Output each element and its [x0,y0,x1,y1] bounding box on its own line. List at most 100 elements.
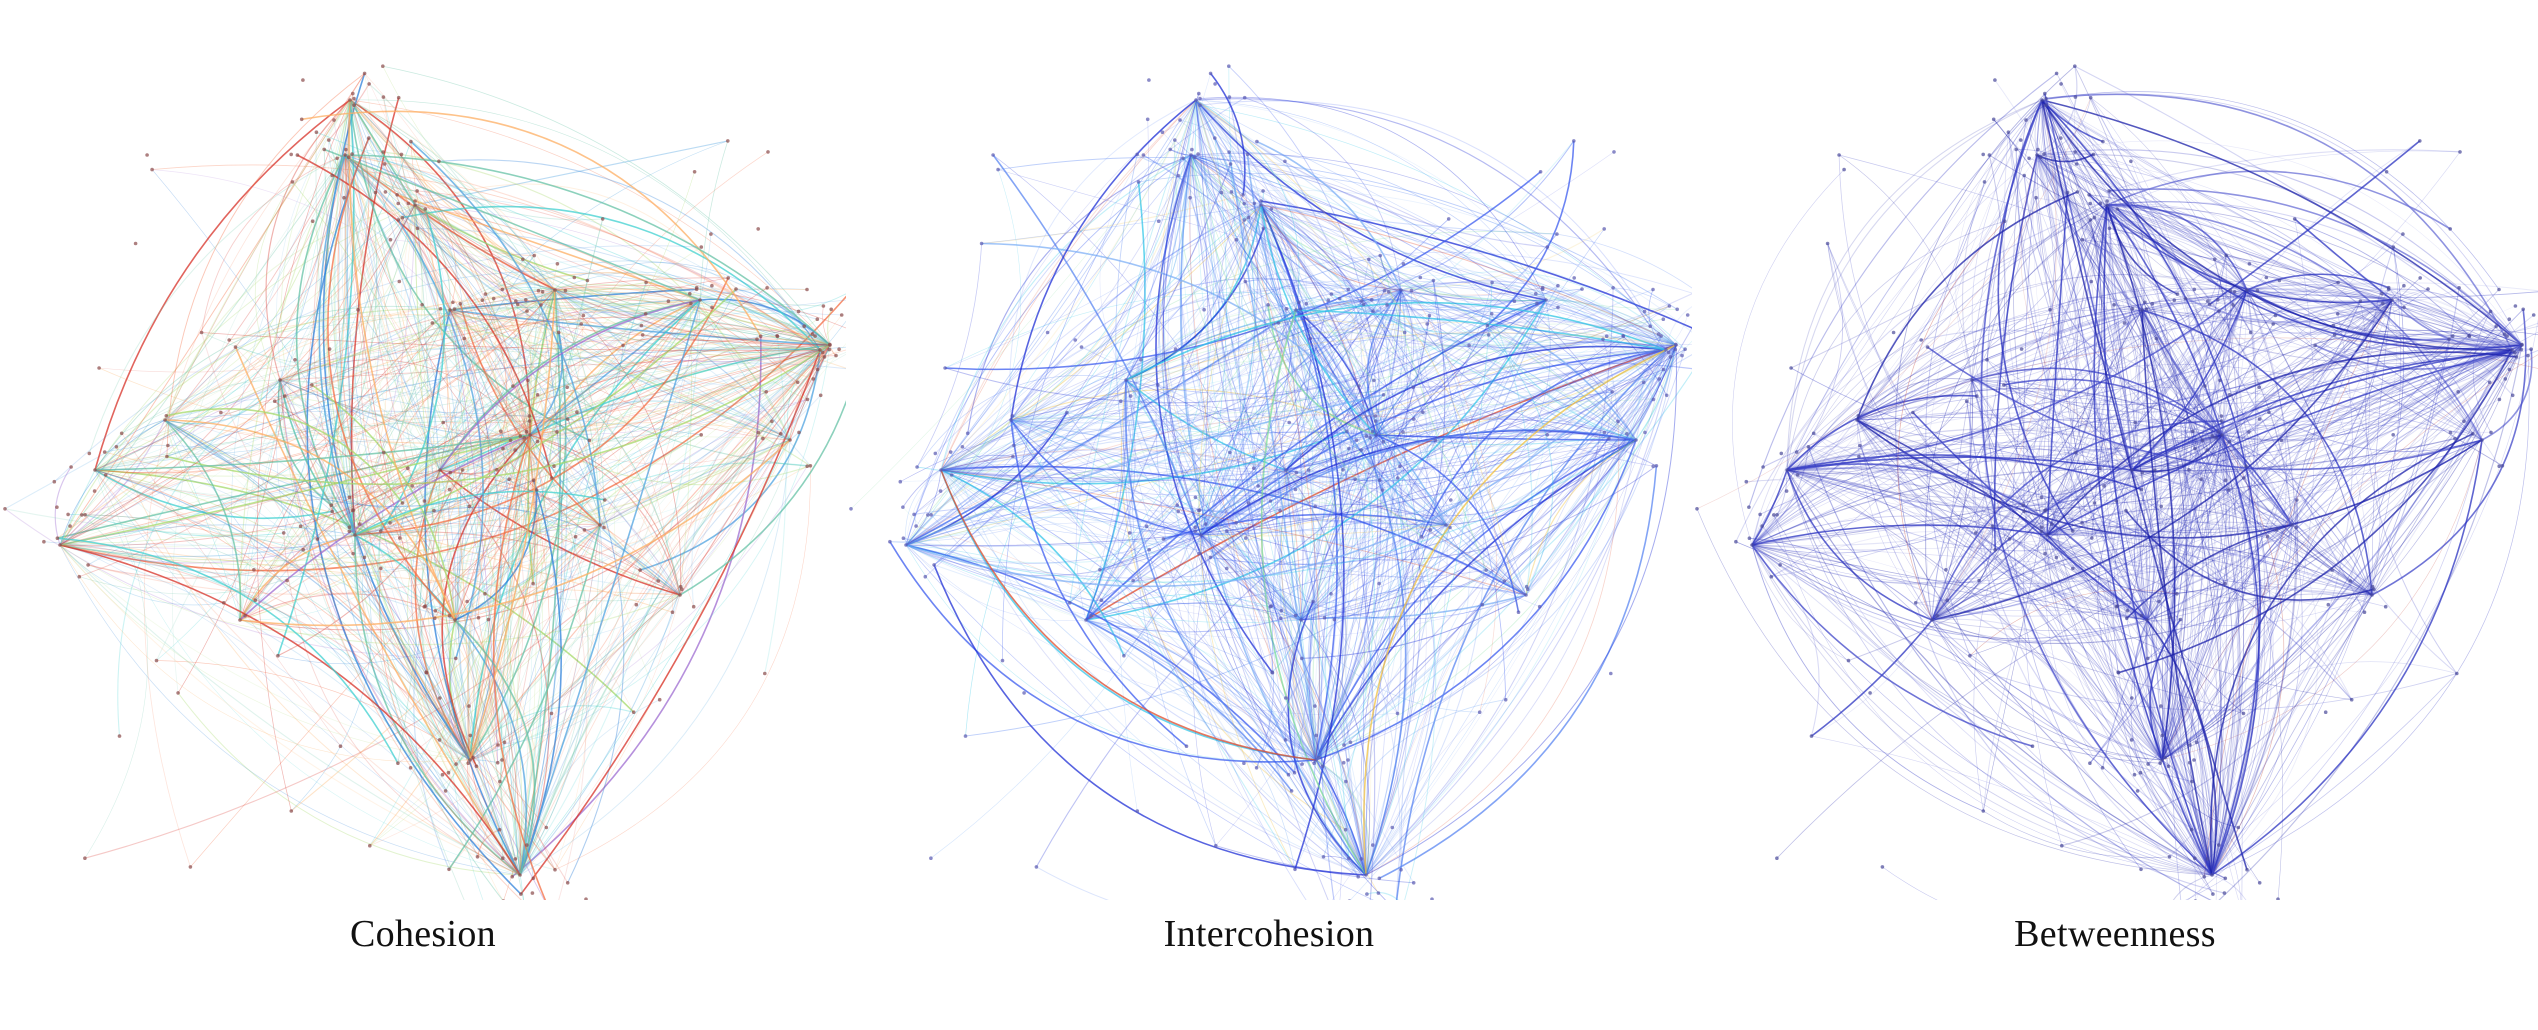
network-edge [1366,891,1399,900]
network-edge [1125,303,1364,381]
network-node [2242,476,2246,480]
network-node [1683,347,1687,352]
network-node [2139,613,2144,618]
network-node [1270,670,1274,674]
network-node [2138,770,2143,775]
network-edge [1200,534,1527,620]
network-edge [410,141,601,526]
network-edge [1285,288,1583,471]
network-edge [2246,280,2523,346]
network-edge [2146,434,2223,621]
network-edge [164,379,281,425]
network-edge [454,308,681,596]
network-node [77,574,82,579]
network-edge [2024,439,2483,512]
network-edge [1125,379,1401,900]
network-edge [279,204,416,381]
network-edge [554,289,624,346]
network-node [2205,448,2209,452]
network-edge [1345,434,1377,876]
network-edge [349,99,831,346]
network-edge [2003,285,2405,413]
network-edge [1285,307,1559,471]
network-edge [1085,379,1136,621]
network-edge [1200,289,1402,536]
network-edge [2146,619,2181,622]
network-edge [679,349,821,596]
network-node [2125,616,2129,621]
network-edge [1365,344,1677,876]
network-node [293,358,297,362]
network-node [821,304,826,308]
network-edge [349,320,846,536]
network-node [2402,305,2406,310]
network-edge [1786,434,2223,513]
network-edge [1315,228,1605,761]
network-edge [905,394,1384,546]
network-node [756,227,760,231]
network-edge [2106,204,2483,441]
network-node [1259,199,1263,203]
network-node [2257,417,2262,421]
network-edge [59,534,356,558]
network-edge [2131,434,2223,471]
network-edge [164,271,831,421]
network-edge [934,204,1262,454]
network-edge [1751,302,2146,546]
network-edge [1751,154,2038,546]
network-node [2189,827,2194,832]
network-edge [1856,377,1973,421]
network-edge [1761,289,2248,527]
network-node [2418,139,2422,143]
network-edge [94,468,304,550]
network-edge [306,137,522,895]
network-edge [1285,309,1320,471]
network-edge [2221,299,2393,436]
network-edge [1989,154,2393,301]
network-edge [2117,208,2483,441]
network-edge [1375,344,1677,436]
network-edge [333,99,521,876]
network-node [2448,430,2453,435]
network-node [1373,414,1378,418]
network-edge [1200,534,1317,761]
network-node [563,288,568,293]
network-node [2129,738,2134,742]
network-graph-cohesion [3,64,846,900]
network-node [2073,95,2078,99]
network-edge [1732,169,1845,546]
network-edge [945,171,1542,371]
network-edge [1215,845,1414,884]
network-edge [239,439,791,627]
network-edge [469,480,535,761]
network-edge [454,349,821,621]
network-edge [449,309,683,590]
network-edge [59,544,471,761]
network-edge [1085,619,1367,876]
network-edge [2041,99,2523,346]
network-node [367,82,371,86]
network-edge [758,430,791,441]
network-edge [545,263,681,596]
network-node [406,201,411,206]
network-node [1289,789,1294,793]
network-edge [369,594,681,847]
network-edge [166,73,365,457]
network-edge [1200,300,1329,536]
network-edge [2221,411,2270,436]
network-edge [401,204,521,876]
network-node [2384,170,2389,174]
network-edge [344,154,681,596]
network-node [467,704,471,708]
network-edge [1971,379,2213,876]
network-edge [414,204,471,761]
network-node [1227,64,1231,68]
network-node [2257,385,2261,390]
network-edge [344,154,694,607]
network-edge [1971,379,2133,471]
network-node [2222,891,2227,895]
network-edge [1348,233,1558,449]
network-node [1284,468,1288,472]
network-edge [239,99,378,621]
network-edge [1295,309,1377,436]
